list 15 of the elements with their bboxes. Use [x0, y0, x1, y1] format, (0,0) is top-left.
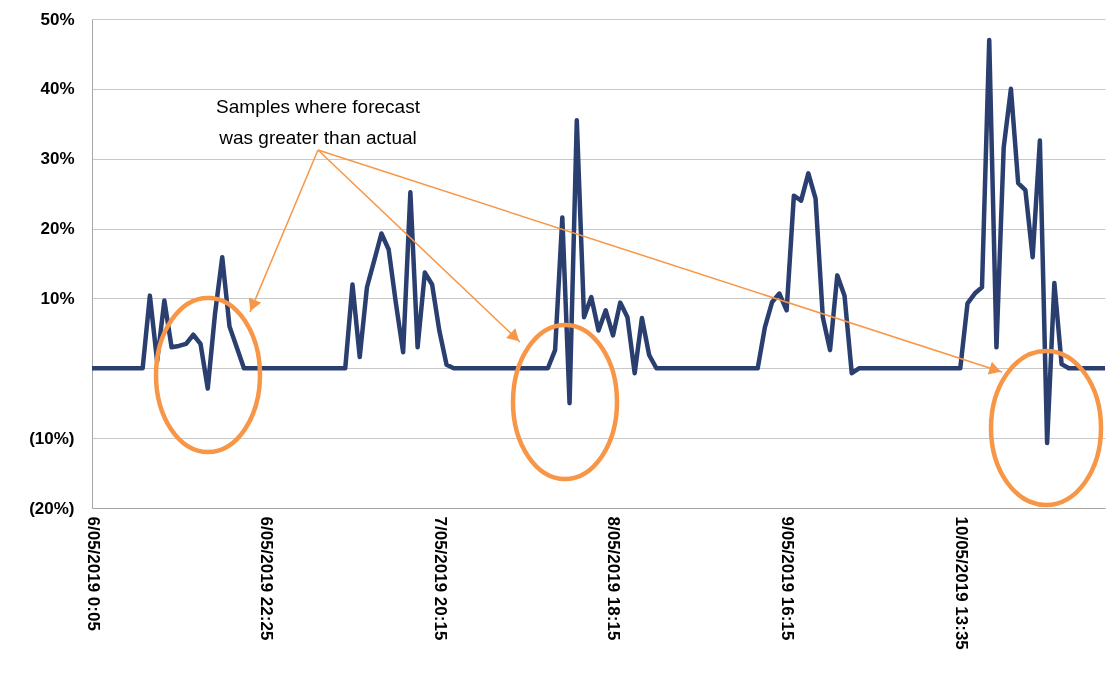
x-tick-label: 6/05/2019 0:05 — [83, 516, 103, 631]
x-tick-label: 6/05/2019 22:25 — [257, 516, 277, 641]
y-tick-label: (10%) — [29, 428, 75, 448]
y-tick-label: (20%) — [29, 498, 75, 518]
x-tick-label: 10/05/2019 13:35 — [951, 516, 971, 650]
y-tick-label: 30% — [40, 149, 75, 169]
y-tick-label: 40% — [40, 79, 75, 99]
x-tick-label: 8/05/2019 18:15 — [604, 516, 624, 641]
y-tick-label: 10% — [40, 288, 75, 308]
x-tick-label: 7/05/2019 20:15 — [430, 516, 450, 641]
y-tick-label: 50% — [40, 9, 75, 29]
y-tick-label: 20% — [40, 219, 75, 239]
x-tick-label: 9/05/2019 16:15 — [778, 516, 798, 641]
annotation: Samples where forecast was greater than actual — [216, 96, 421, 148]
line-series — [89, 37, 1108, 446]
